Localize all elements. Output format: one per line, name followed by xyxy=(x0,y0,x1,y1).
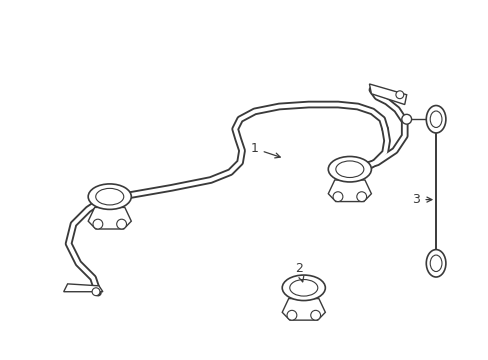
Polygon shape xyxy=(63,284,102,292)
Polygon shape xyxy=(327,180,371,202)
Circle shape xyxy=(395,91,403,99)
Circle shape xyxy=(332,192,342,202)
Ellipse shape xyxy=(426,249,445,277)
Polygon shape xyxy=(369,84,406,104)
Circle shape xyxy=(117,219,126,229)
Ellipse shape xyxy=(282,275,325,301)
Text: 2: 2 xyxy=(294,262,303,282)
Polygon shape xyxy=(282,298,325,320)
Circle shape xyxy=(286,310,296,320)
Circle shape xyxy=(356,192,366,202)
Text: 3: 3 xyxy=(412,193,431,206)
Circle shape xyxy=(310,310,320,320)
Ellipse shape xyxy=(88,184,131,210)
Ellipse shape xyxy=(426,105,445,133)
Polygon shape xyxy=(88,207,131,229)
Circle shape xyxy=(92,288,100,296)
Text: 1: 1 xyxy=(250,142,280,158)
Ellipse shape xyxy=(327,157,371,182)
Circle shape xyxy=(401,114,411,124)
Circle shape xyxy=(93,219,102,229)
